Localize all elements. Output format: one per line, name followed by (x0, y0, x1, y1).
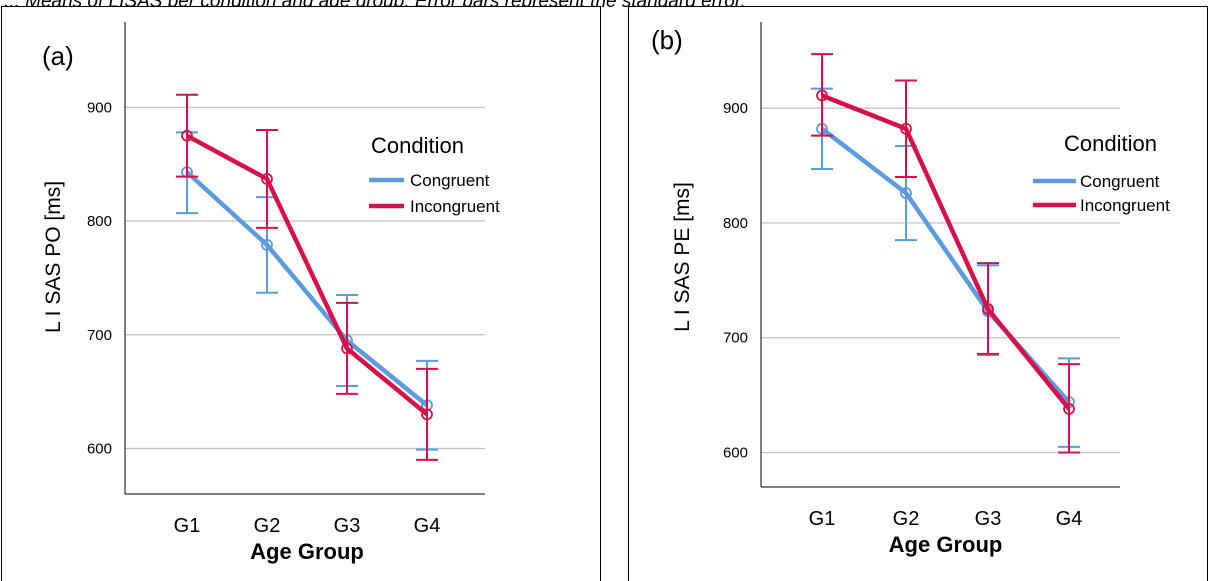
incongruent-data-point (982, 303, 994, 315)
y-tick-label: 800 (723, 215, 748, 232)
legend-title: Condition (371, 133, 464, 158)
incongruent-series-line (821, 93, 1071, 411)
chart-panel-a: (a) 600 700 800 900 G1 G2 G3 G4 Age Group L I SAS … (1, 6, 601, 581)
chart-panel-b: (b) 600 700 800 900 G1 G2 G3 G4 Age Group L I SAS … (628, 6, 1208, 581)
legend-label-incongruent: Incongruent (1080, 196, 1170, 215)
y-tick-label: 900 (87, 99, 112, 116)
y-axis-title: L I SAS PO [ms] (42, 181, 65, 333)
x-tick-label: G3 (975, 508, 1002, 530)
panel-label: (b) (651, 25, 683, 55)
x-axis-title: Age Group (889, 532, 1003, 557)
legend-label-incongruent: Incongruent (410, 197, 500, 216)
y-tick-label: 600 (87, 441, 112, 458)
chart-a-svg: (a) 600 700 800 900 G1 G2 G3 G4 Age Group L I SAS … (42, 22, 500, 564)
y-tick-label: 700 (723, 330, 748, 347)
chart-b-svg: (b) 600 700 800 900 G1 G2 G3 G4 Age Group L I SAS … (651, 22, 1170, 557)
incongruent-data-point (900, 122, 912, 135)
x-axis-title: Age Group (250, 539, 364, 564)
legend-title: Condition (1064, 131, 1157, 156)
x-tick-label: G1 (809, 508, 836, 530)
congruent-series-line (185, 170, 429, 408)
incongruent-series-line (185, 133, 429, 417)
y-tick-label: 600 (723, 445, 748, 462)
incongruent-data-point (816, 89, 828, 102)
congruent-data-point (900, 187, 912, 199)
x-tick-label: G4 (1056, 508, 1083, 530)
x-tick-label: G2 (254, 515, 281, 537)
y-tick-label: 700 (87, 327, 112, 344)
incongruent-data-point (341, 342, 353, 355)
congruent-data-point (261, 239, 273, 251)
y-axis-title: L I SAS PE [ms] (671, 182, 694, 332)
x-tick-label: G3 (334, 515, 361, 537)
legend-label-congruent: Congruent (1080, 172, 1160, 191)
incongruent-data-point (421, 408, 433, 421)
x-tick-label: G1 (174, 515, 201, 537)
y-tick-label: 900 (723, 100, 748, 117)
legend-label-congruent: Congruent (410, 171, 490, 190)
incongruent-data-point (181, 129, 193, 142)
x-tick-label: G2 (893, 508, 920, 530)
incongruent-data-point (1063, 403, 1075, 415)
panel-label: (a) (42, 41, 74, 71)
x-tick-label: G4 (414, 515, 441, 537)
y-tick-label: 800 (87, 213, 112, 230)
incongruent-data-point (261, 173, 273, 185)
